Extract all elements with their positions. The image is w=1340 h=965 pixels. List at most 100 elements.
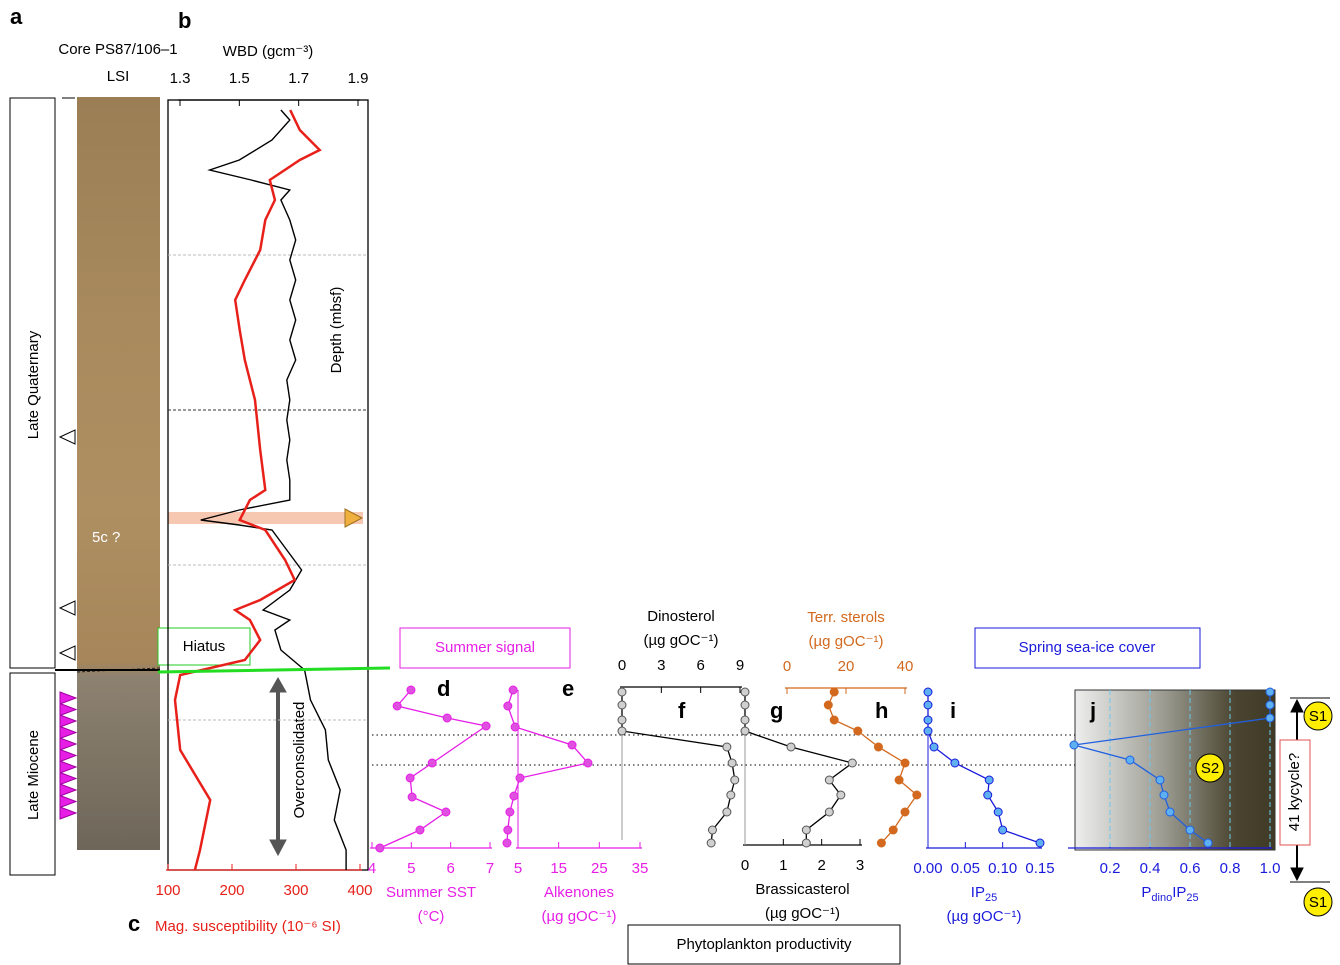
data-point (1185, 825, 1195, 835)
panel-letter: g (770, 698, 783, 723)
tick-label: 0.6 (1180, 860, 1201, 877)
data-point (1035, 838, 1045, 848)
data-point (847, 758, 857, 768)
summer-label: Summer signal (435, 639, 535, 656)
data-point (405, 773, 415, 783)
miocene-marker (59, 794, 78, 809)
axis-label: (µg gOC⁻¹) (542, 908, 617, 925)
panel-letter: a (10, 4, 23, 29)
miocene-marker (59, 714, 78, 728)
axis-label-part: P (1141, 884, 1151, 901)
tick-label: 1.7 (288, 70, 309, 87)
tick-label: 0.00 (913, 860, 942, 877)
data-point (829, 715, 839, 725)
sample-markers (58, 429, 76, 661)
panel-letter: j (1089, 698, 1096, 723)
data-point (707, 825, 717, 835)
data-point (509, 791, 519, 801)
tick-label: 400 (347, 882, 372, 899)
summer-box (399, 627, 571, 669)
unit-label: Late Miocene (25, 730, 42, 820)
stage-label: S1 (1309, 708, 1327, 725)
data-line (927, 692, 1041, 844)
data-line (506, 689, 590, 844)
stage-markers (1195, 701, 1333, 917)
data-point (617, 726, 627, 736)
data-point (983, 790, 993, 800)
axis-label-part: 25 (985, 892, 997, 904)
data-point (912, 790, 922, 800)
data-point (427, 758, 437, 768)
data-point (929, 742, 939, 752)
data-point (950, 758, 960, 768)
axis-label: Dinosterol (647, 608, 715, 625)
data-point (923, 726, 933, 736)
overconsolidated-label: Overconsolidated (291, 702, 308, 819)
axis-label: IP25 (971, 884, 997, 904)
miocene-marker (59, 760, 78, 774)
tick-label: 9 (736, 657, 744, 674)
axis-label: Alkenones (544, 884, 614, 901)
axis-label: (µg gOC⁻¹) (765, 905, 840, 922)
tick-label: 1.0 (1260, 860, 1281, 877)
data-point (617, 700, 627, 710)
data-point (1159, 790, 1169, 800)
tick-label: 0.05 (951, 860, 980, 877)
tick-label: 300 (283, 882, 308, 899)
data-point (824, 807, 834, 817)
tick-label: 100 (155, 882, 180, 899)
miocene-marker (59, 783, 78, 797)
data-point (1265, 700, 1275, 710)
tick-label: 0 (618, 657, 626, 674)
data-point (407, 792, 417, 802)
axis-label: (µg gOC⁻¹) (809, 633, 884, 650)
data-point (617, 687, 627, 697)
tick-label: 15 (550, 860, 567, 877)
data-line (1073, 692, 1271, 844)
data-point (503, 701, 513, 711)
miocene-marker (59, 702, 78, 717)
tick-label: 4 (368, 860, 376, 877)
miocene-marker (59, 806, 78, 820)
tick-label: 1.5 (229, 70, 250, 87)
data-point (801, 838, 811, 848)
miocene-marker (59, 771, 78, 786)
spring-box (974, 627, 1201, 669)
data-line (379, 689, 488, 849)
panel-letter: d (437, 676, 450, 701)
tick-label: 7 (486, 860, 494, 877)
tick-label: 0.10 (988, 860, 1017, 877)
tick-label: 2 (817, 857, 825, 874)
axis-label-part: dino (1151, 892, 1172, 904)
tick-label: 0.8 (1220, 860, 1241, 877)
tick-label: 3 (657, 657, 665, 674)
data-point (510, 722, 520, 732)
miocene-marker (59, 691, 78, 705)
data-point (505, 807, 515, 817)
data-point (726, 790, 736, 800)
data-point (730, 775, 740, 785)
axis-label: WBD (gcm⁻³) (223, 43, 313, 60)
data-point (617, 715, 627, 725)
productivity-label: Phytoplankton productivity (676, 936, 852, 953)
stage-label: S1 (1309, 894, 1327, 911)
tick-label: 35 (632, 860, 649, 877)
axis-label: Brassicasterol (755, 881, 849, 898)
highlight-band (168, 512, 363, 524)
tick-label: 6 (696, 657, 704, 674)
hiatus-line (157, 666, 391, 674)
tick-label: 25 (591, 860, 608, 877)
data-point (836, 790, 846, 800)
data-point (1265, 687, 1275, 697)
data-point (876, 838, 886, 848)
data-point (706, 838, 716, 848)
panel-letter: b (178, 8, 191, 33)
panel-letter: c (128, 911, 140, 936)
miocene-marker (59, 725, 78, 740)
data-point (824, 775, 834, 785)
unit-label: Late Quaternary (25, 330, 42, 439)
data-point (923, 687, 933, 697)
tick-label: 40 (897, 658, 914, 675)
tick-label: 0 (783, 658, 791, 675)
data-point (873, 742, 883, 752)
